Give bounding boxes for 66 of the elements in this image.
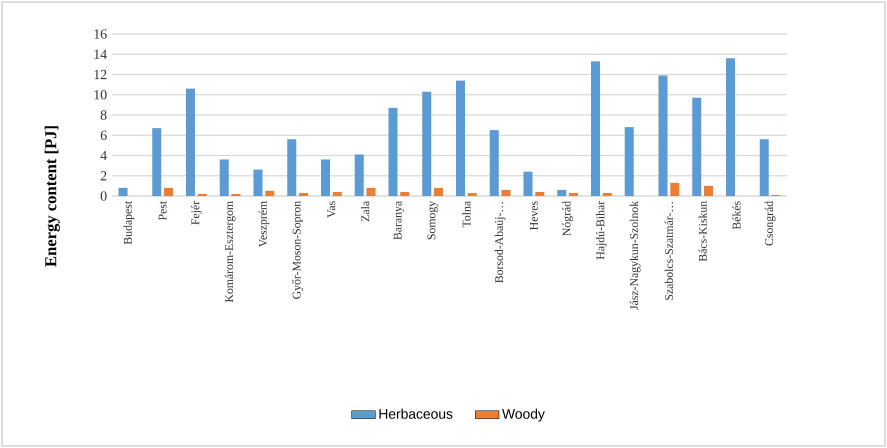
x-tick-label: Nógrád: [562, 201, 573, 236]
x-tick-label: Tolna: [462, 201, 471, 228]
bar: [658, 76, 668, 196]
y-tick-label: 6: [100, 130, 107, 140]
y-tick-label: 2: [100, 171, 106, 180]
y-tick-label: 14: [94, 50, 107, 59]
x-tick-label: Szabolcs-Szatmár-…: [664, 202, 674, 300]
x-tick-label: Hajdú-Bihar: [596, 200, 607, 260]
bar: [502, 190, 511, 196]
bar: [152, 128, 162, 196]
y-tick-label: 0: [100, 191, 107, 201]
bar: [388, 108, 398, 196]
x-tick-label: Csongrád: [764, 201, 776, 246]
legend-label: Herbaceous: [379, 408, 452, 419]
bar: [624, 127, 634, 196]
bar: [692, 98, 702, 196]
bar: [434, 188, 444, 196]
y-tick-label: 8: [100, 110, 107, 120]
bar: [332, 192, 342, 196]
bar: [569, 192, 578, 196]
bar: [557, 190, 566, 196]
bar: [253, 170, 262, 196]
x-tick-label: Veszprém: [258, 201, 270, 248]
x-tick-label: Heves: [530, 201, 538, 230]
y-tick-label: 12: [94, 70, 106, 80]
bar: [670, 182, 680, 196]
bar: [320, 160, 330, 196]
x-tick-label: Vas: [327, 201, 336, 218]
bar: [299, 192, 308, 196]
bar: [354, 154, 364, 196]
y-axis-title: Energy content [PJ]: [44, 126, 60, 267]
y-tick-label: 16: [94, 29, 107, 39]
x-tick-label: Békés: [732, 201, 741, 230]
bar: [164, 188, 174, 196]
bar: [366, 188, 376, 196]
x-tick-label: Baranya: [394, 201, 404, 240]
x-tick-label: Jász-Nagykun-Szolnok: [630, 200, 640, 310]
bar: [400, 192, 410, 196]
x-tick-label: Fejér: [191, 200, 202, 225]
x-tick-label: Pest: [158, 200, 167, 220]
bar: [287, 139, 296, 196]
y-tick-label: 10: [94, 90, 107, 100]
bar: [118, 188, 128, 196]
x-tick-label: Budapest: [124, 200, 134, 244]
bar: [456, 80, 465, 196]
bar: [220, 160, 229, 196]
bar: [726, 58, 735, 196]
x-tick-label: Borsod-Abaúj-…: [494, 202, 506, 283]
bar: [602, 192, 612, 196]
bar: [186, 88, 195, 196]
legend-label: Woody: [502, 408, 545, 422]
bar: [468, 192, 477, 196]
bar: [523, 172, 532, 196]
x-tick-label: Győr-Moson-Sopron: [292, 201, 303, 299]
x-tick-label: Somogy: [427, 200, 438, 240]
bar: [535, 192, 544, 196]
x-tick-label: Komárom-Esztergom: [224, 201, 236, 302]
bar: [760, 139, 769, 196]
bar: [265, 190, 274, 196]
bar: [422, 92, 432, 196]
x-tick-label: Bács-Kiskun: [698, 201, 707, 262]
bar: [490, 130, 499, 196]
bar: [590, 61, 600, 196]
bar: [704, 186, 714, 196]
x-tick-label: Zala: [360, 201, 370, 222]
y-tick-label: 4: [100, 150, 107, 160]
